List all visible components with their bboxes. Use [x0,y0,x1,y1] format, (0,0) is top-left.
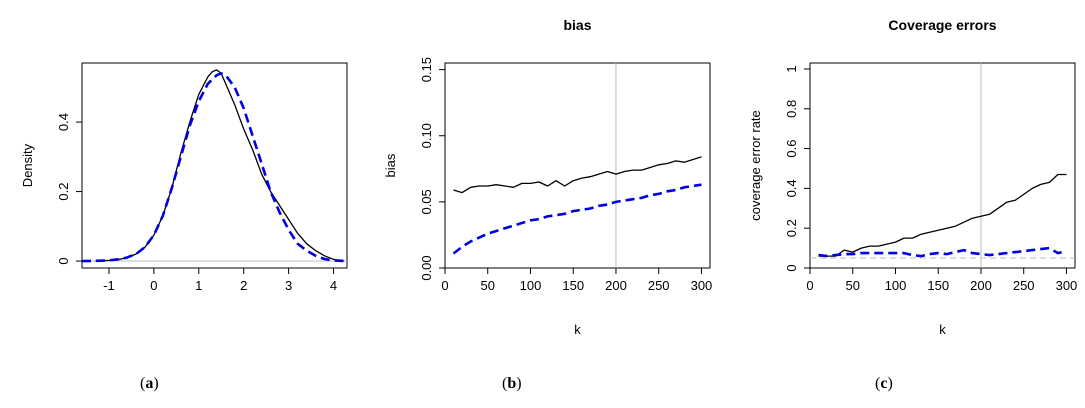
chart3-x-tick-label: 150 [927,278,949,293]
chart2-x-tick-label: 150 [562,278,584,293]
chart3-x-tick-label: 50 [846,278,860,293]
chart2-series-solid-black-line [453,156,702,194]
chart1-y-tick-label: 0 [56,257,71,264]
caption-c: (c) [875,375,893,392]
chart1-y-tick-label: 0.2 [56,183,71,201]
caption-letter-b: b [507,375,517,392]
chart3-x-tick-label: 100 [885,278,907,293]
caption-letter-c: c [880,375,888,392]
caption-letter-a: a [145,375,154,392]
chart3-series-dashed-blue-line [818,246,1067,258]
chart2-plot-frame [444,62,711,269]
chart3-series-solid-black-line [818,173,1067,257]
chart1-y-tick-label: 0.4 [56,113,71,131]
chart3-x-tick-label: 200 [970,278,992,293]
chart3-plot-frame [809,62,1076,269]
chart1-plot-frame [81,62,348,269]
chart1-x-tick-label: -1 [103,278,115,293]
chart3-y-axis-label: coverage error rate [748,110,763,221]
chart2-y-tick-label: 0.00 [419,255,434,280]
chart3-y-tick-label: 1 [784,65,799,72]
chart3-y-tick-label: 0.2 [784,219,799,237]
chart2-x-tick-label: 300 [691,278,713,293]
chart1-series-solid-black-line [95,69,343,262]
chart2-y-axis-label: bias [383,153,398,177]
chart1-x-tick-label: 1 [195,278,202,293]
chart2-title: bias [563,17,591,33]
chart1-y-axis-label: Density [20,143,35,187]
chart3-x-tick-label: 300 [1056,278,1078,293]
chart2-y-tick-label: 0.10 [419,123,434,148]
chart2-x-tick-label: 250 [648,278,670,293]
chart3-title: Coverage errors [888,17,996,33]
chart3-y-tick-label: 0 [784,264,799,271]
chart1-x-tick-label: 4 [330,278,337,293]
chart3-x-tick-label: 250 [1013,278,1035,293]
chart3-x-tick-label: 0 [806,278,813,293]
chart3-y-tick-label: 0.4 [784,179,799,197]
chart1-x-tick-label: 2 [240,278,247,293]
chart2-x-tick-label: 0 [441,278,448,293]
caption-b: (b) [502,375,522,392]
chart2-y-tick-label: 0.05 [419,189,434,214]
chart2-x-tick-label: 100 [520,278,542,293]
chart1-x-tick-label: 0 [150,278,157,293]
chart3-y-tick-label: 0.8 [784,100,799,118]
chart3-x-axis-label: k [939,322,946,337]
chart1-x-tick-label: 3 [285,278,292,293]
chart2-x-tick-label: 200 [605,278,627,293]
chart2-x-axis-label: k [574,322,581,337]
chart1-series-dashed-blue-line [81,72,348,263]
chart2-x-tick-label: 50 [481,278,495,293]
chart2-series-dashed-blue-line [452,183,702,255]
chart2-y-tick-label: 0.15 [419,57,434,82]
caption-a: (a) [140,375,159,392]
chart3-y-tick-label: 0.6 [784,140,799,158]
